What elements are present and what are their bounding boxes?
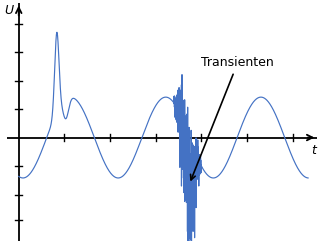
Text: t: t bbox=[311, 144, 316, 157]
Text: U: U bbox=[4, 4, 13, 17]
Text: Transienten: Transienten bbox=[190, 56, 274, 180]
